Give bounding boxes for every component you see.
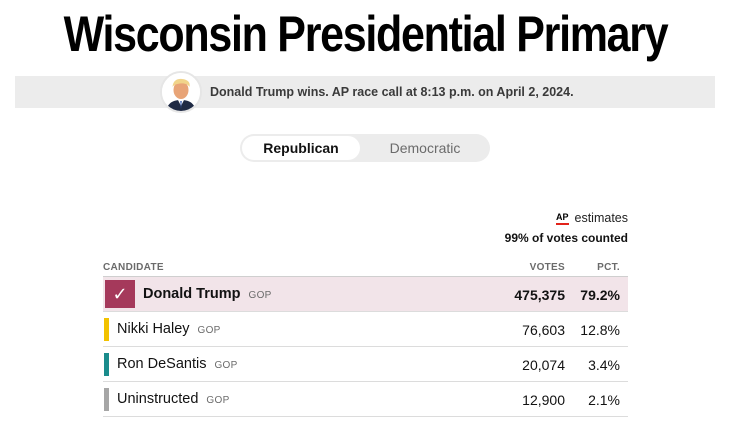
candidate-avatar bbox=[160, 71, 202, 113]
candidate-portrait-icon bbox=[162, 73, 200, 111]
header-candidate: CANDIDATE bbox=[103, 262, 164, 273]
tab-republican[interactable]: Republican bbox=[242, 136, 360, 160]
table-row: Ron DeSantis GOP 20,074 3.4% bbox=[103, 347, 628, 382]
candidate-color-bar bbox=[104, 318, 109, 341]
table-row: Nikki Haley GOP 76,603 12.8% bbox=[103, 312, 628, 347]
race-call-banner: Donald Trump wins. AP race call at 8:13 … bbox=[15, 71, 715, 113]
results-table: CANDIDATE VOTES PCT. ✓ Donald Trump GOP 4… bbox=[103, 257, 628, 417]
header-votes: VOTES bbox=[529, 262, 565, 273]
party-label: GOP bbox=[206, 395, 230, 406]
candidate-name: Donald Trump bbox=[143, 286, 241, 302]
votes-counted: 99% of votes counted bbox=[504, 231, 628, 245]
table-row: Uninstructed GOP 12,900 2.1% bbox=[103, 382, 628, 417]
vote-percent: 3.4% bbox=[588, 357, 620, 373]
winner-check-icon: ✓ bbox=[105, 280, 135, 308]
party-toggle: Republican Democratic bbox=[240, 134, 490, 162]
party-label: GOP bbox=[214, 360, 238, 371]
vote-percent: 2.1% bbox=[588, 392, 620, 408]
ap-logo-icon: AP bbox=[555, 213, 569, 225]
candidate-color-bar bbox=[104, 353, 109, 376]
candidate-name: Uninstructed bbox=[117, 391, 199, 407]
vote-count: 76,603 bbox=[522, 322, 565, 338]
party-label: GOP bbox=[248, 290, 272, 301]
estimates-link[interactable]: estimates bbox=[574, 211, 629, 225]
candidate-name: Nikki Haley bbox=[117, 321, 190, 337]
vote-count: 20,074 bbox=[522, 357, 565, 373]
vote-percent: 79.2% bbox=[580, 287, 620, 303]
page-title: Wisconsin Presidential Primary bbox=[63, 6, 669, 62]
header-pct: PCT. bbox=[597, 262, 620, 273]
vote-count: 12,900 bbox=[522, 392, 565, 408]
candidate-name: Ron DeSantis bbox=[117, 356, 207, 372]
table-header: CANDIDATE VOTES PCT. bbox=[103, 257, 628, 277]
candidate-color-bar bbox=[104, 388, 109, 411]
tab-democratic[interactable]: Democratic bbox=[389, 140, 461, 156]
race-call-text: Donald Trump wins. AP race call at 8:13 … bbox=[210, 85, 574, 99]
vote-count: 475,375 bbox=[514, 287, 565, 303]
estimates-block: AP estimates 99% of votes counted bbox=[505, 210, 628, 245]
table-row: ✓ Donald Trump GOP 475,375 79.2% bbox=[103, 277, 628, 312]
vote-percent: 12.8% bbox=[580, 322, 620, 338]
party-label: GOP bbox=[197, 325, 221, 336]
